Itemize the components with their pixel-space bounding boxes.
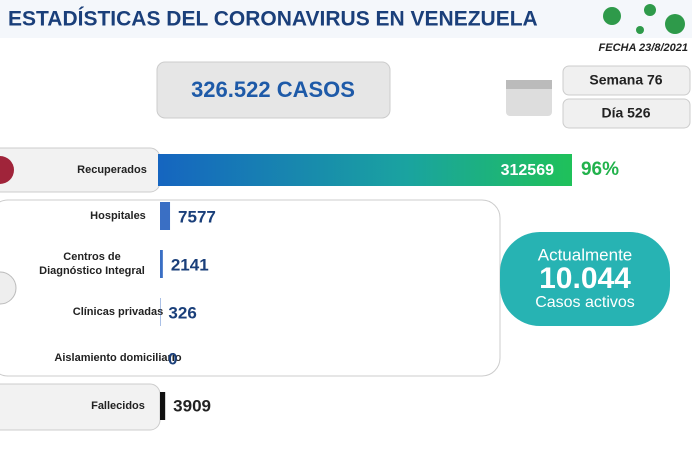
week: Semana 76	[589, 72, 662, 88]
row-value: 0	[168, 349, 177, 368]
row-value: 326	[168, 303, 196, 322]
deaths-value: 3909	[173, 396, 211, 415]
recovered-label: Recuperados	[77, 164, 147, 176]
row-bar	[160, 202, 170, 230]
recovered-value: 312569	[501, 162, 554, 179]
row-value: 2141	[171, 255, 209, 274]
day: Día 526	[601, 105, 650, 121]
calendar-icon	[506, 80, 552, 116]
active-value: 10.044	[539, 262, 631, 295]
recovered-percent: 96%	[581, 159, 619, 180]
row-label: Clínicas privadas	[73, 306, 164, 318]
row-label: Hospitales	[90, 210, 146, 222]
hospitalized-panel	[0, 200, 500, 376]
total-cases: 326.522 CASOS	[191, 77, 355, 102]
row-value: 7577	[178, 207, 216, 226]
deaths-label: Fallecidos	[91, 400, 145, 412]
row-label: Aislamiento domiciliario	[54, 352, 181, 364]
deaths-bar	[160, 392, 165, 420]
row-bar	[160, 250, 163, 278]
active-line2: Casos activos	[535, 294, 635, 311]
date: FECHA 23/8/2021	[599, 42, 688, 54]
title: ESTADÍSTICAS DEL CORONAVIRUS EN VENEZUEL…	[8, 8, 538, 31]
